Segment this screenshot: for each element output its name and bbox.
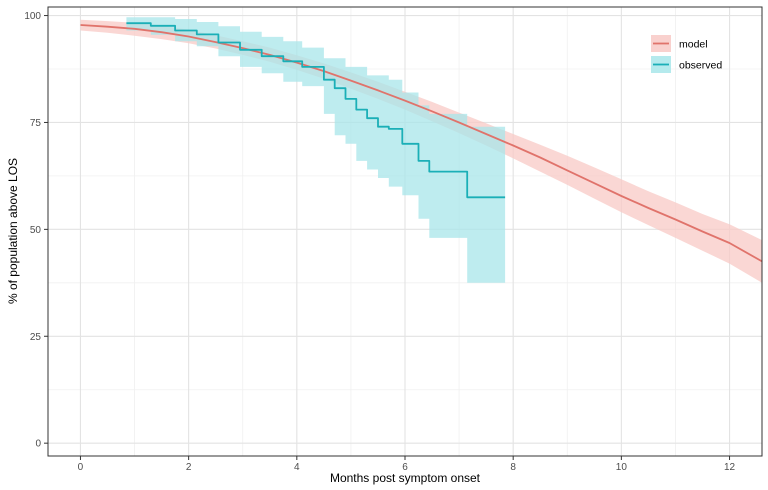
confidence-ribbons xyxy=(80,17,762,283)
observed-ribbon xyxy=(126,17,506,283)
legend-label-observed: observed xyxy=(679,60,722,72)
x-tick-label: 0 xyxy=(78,462,84,473)
x-tick-label: 10 xyxy=(616,462,628,473)
x-tick-label: 12 xyxy=(724,462,736,473)
legend: model observed xyxy=(651,35,722,73)
y-tick-label: 50 xyxy=(30,225,42,236)
x-tick-label: 6 xyxy=(402,462,408,473)
x-tick-label: 8 xyxy=(510,462,516,473)
y-axis-title: % of population above LOS xyxy=(6,158,20,304)
observed-line xyxy=(126,22,506,199)
series-lines xyxy=(80,22,763,263)
x-axis-title: Months post symptom onset xyxy=(330,471,481,485)
y-tick-label: 75 xyxy=(30,118,42,129)
x-tick-label: 2 xyxy=(186,462,192,473)
y-tick-label: 0 xyxy=(35,439,41,450)
y-tick-label: 100 xyxy=(24,11,41,22)
model-line xyxy=(80,24,763,263)
y-axis: 0 25 50 75 100 xyxy=(24,11,48,450)
x-axis: 0 2 4 6 8 10 12 xyxy=(78,456,736,473)
x-tick-label: 4 xyxy=(294,462,300,473)
legend-label-model: model xyxy=(679,39,708,51)
y-tick-label: 25 xyxy=(30,332,42,343)
